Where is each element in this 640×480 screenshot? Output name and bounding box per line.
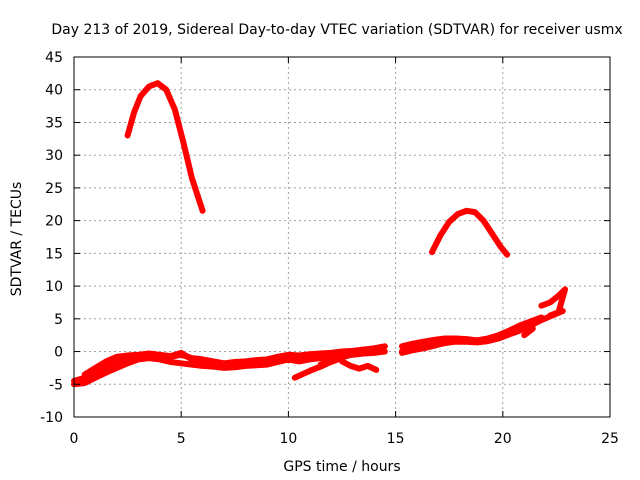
y-tick-label: 10 [45, 279, 63, 295]
x-tick-label: 20 [494, 431, 512, 447]
y-tick-label: 0 [54, 345, 63, 361]
x-tick-label: 0 [70, 431, 79, 447]
plot-frame [73, 56, 611, 418]
y-tick-label: -10 [40, 410, 63, 426]
series-rise-end [538, 286, 568, 319]
chart-title: Day 213 of 2019, Sidereal Day-to-day VTE… [51, 22, 622, 38]
series-low-band-f [399, 325, 523, 356]
tick-marks [73, 56, 611, 418]
series-arc-1-high [124, 80, 206, 214]
y-tick-labels: -10 -5 0 5 10 15 20 25 30 35 40 45 [40, 50, 63, 426]
series-arc-2-high [429, 207, 511, 258]
series-blip [521, 325, 536, 339]
x-tick-labels: 0 5 10 15 20 25 [70, 431, 619, 447]
x-axis-label: GPS time / hours [283, 459, 400, 475]
y-axis-label: SDTVAR / TECUs [9, 182, 25, 297]
series-low-band-c [81, 349, 270, 378]
y-tick-label: -5 [49, 377, 63, 393]
series-low-scatter-c [317, 347, 367, 368]
y-tick-label: 25 [45, 181, 63, 197]
y-tick-label: 30 [45, 148, 63, 164]
x-tick-label: 5 [177, 431, 186, 447]
y-tick-label: 45 [45, 50, 63, 66]
x-tick-label: 25 [601, 431, 619, 447]
y-tick-label: 5 [54, 312, 63, 328]
y-tick-label: 20 [45, 214, 63, 230]
data-series [71, 80, 568, 388]
y-tick-label: 40 [45, 83, 63, 99]
grid [74, 57, 610, 417]
series-low-scatter-b [339, 358, 380, 373]
x-tick-label: 15 [387, 431, 405, 447]
y-tick-label: 35 [45, 115, 63, 131]
y-tick-label: 15 [45, 246, 63, 262]
x-tick-label: 10 [279, 431, 297, 447]
